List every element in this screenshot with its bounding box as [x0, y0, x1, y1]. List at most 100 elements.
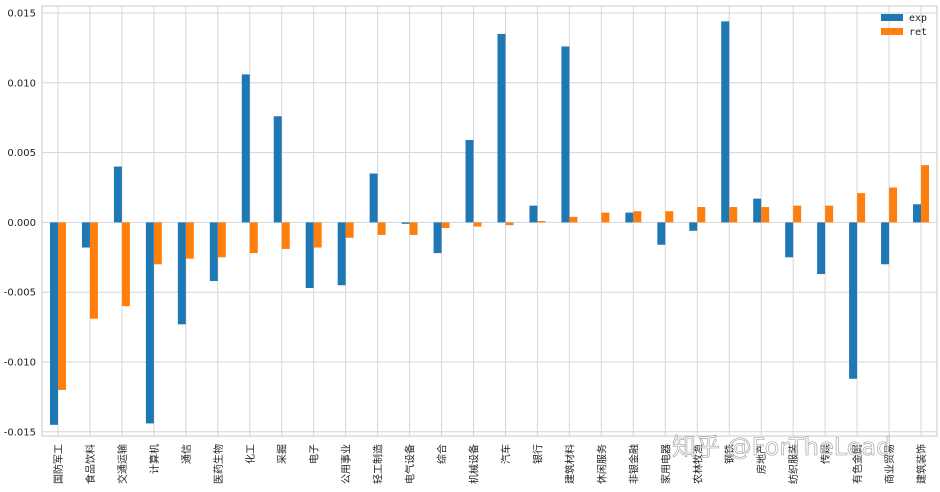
x-tick-label: 采掘 [276, 444, 289, 464]
bar-ret [825, 205, 834, 223]
bar-exp [753, 198, 762, 223]
y-tick-label: -0.010 [4, 358, 36, 369]
bar-exp [785, 222, 794, 258]
legend-swatch-exp [881, 14, 903, 21]
bar-ret [729, 207, 738, 223]
bar-ret [121, 222, 130, 307]
y-tick-label: 0.010 [7, 78, 36, 89]
bar-ret [313, 222, 322, 248]
y-tick-label: -0.015 [4, 427, 36, 438]
bar-ret [377, 222, 386, 235]
bar-ret [409, 222, 418, 235]
x-tick-label: 食品饮料 [84, 444, 97, 484]
x-tick-label: 轻工制造 [372, 444, 385, 484]
bar-ret [89, 222, 98, 319]
bar-ret [569, 216, 578, 223]
bar-exp [369, 173, 378, 223]
bar-exp [113, 166, 122, 223]
x-tick-label: 综合 [436, 444, 449, 464]
bar-ret [153, 222, 162, 265]
bar-exp [497, 33, 506, 223]
bar-ret [793, 205, 802, 223]
x-tick-label: 非银金融 [627, 444, 640, 484]
x-tick-label: 银行 [531, 444, 544, 464]
bar-exp [81, 222, 90, 248]
bar-exp [305, 222, 314, 289]
bar-exp [913, 204, 922, 223]
bar-exp [337, 222, 346, 286]
y-tick-label: 0.015 [7, 8, 36, 19]
x-axis: 国防军工 食品饮料 交通运输 计算机 通信 医药生物 化工 采掘 电子 公用事业 轻工制造 电气设备 综… [52, 444, 928, 484]
y-tick-label: -0.005 [4, 288, 36, 299]
x-tick-label: 家用电器 [659, 444, 672, 484]
x-tick-label: 电子 [308, 444, 321, 464]
x-tick-label: 纺织服装 [787, 444, 800, 484]
bar-ret [57, 222, 66, 390]
x-tick-label: 机械设备 [468, 444, 481, 484]
bar-exp [465, 140, 474, 223]
bar-ret [889, 187, 898, 223]
x-tick-label: 通信 [181, 444, 193, 464]
bars [49, 21, 930, 425]
legend-label-exp: exp [909, 13, 927, 24]
bar-ret [505, 222, 514, 226]
x-tick-label: 电气设备 [404, 444, 417, 484]
x-tick-label: 休闲服务 [595, 444, 608, 484]
bar-exp [529, 205, 538, 223]
bar-ret [249, 222, 258, 254]
bar-exp [49, 222, 58, 425]
bar-ret [537, 221, 546, 223]
legend-label-ret: ret [909, 27, 927, 38]
bar-exp [145, 222, 154, 424]
bar-exp [209, 222, 218, 282]
x-tick-label: 交通运输 [116, 444, 129, 484]
x-tick-label: 商业贸易 [883, 444, 896, 484]
x-tick-label: 房地产 [755, 444, 768, 474]
bar-exp [657, 222, 666, 245]
x-tick-label: 有色金属 [851, 444, 864, 484]
x-tick-label: 建筑装饰 [915, 444, 928, 484]
x-tick-label: 化工 [244, 444, 257, 464]
bar-ret [441, 222, 450, 228]
bar-exp [625, 212, 634, 223]
bar-ret [697, 207, 706, 223]
bar-exp [273, 116, 282, 223]
legend: exp ret [881, 13, 927, 38]
bar-exp [561, 46, 570, 223]
bar-exp [817, 222, 826, 275]
bar-exp [433, 222, 442, 254]
bar-ret [345, 222, 354, 238]
legend-swatch-ret [881, 28, 903, 35]
bar-exp [401, 222, 410, 224]
bar-ret [633, 211, 642, 223]
bar-exp [849, 222, 858, 379]
x-tick-label: 计算机 [148, 444, 161, 474]
bar-ret [761, 207, 770, 223]
bar-exp [721, 21, 730, 223]
bar-exp [881, 222, 890, 265]
bar-ret [857, 193, 866, 223]
bar-exp [177, 222, 186, 325]
y-tick-label: 0.005 [7, 148, 36, 159]
plot-area [41, 5, 938, 437]
x-tick-label: 建筑材料 [563, 444, 576, 484]
x-tick-label: 传媒 [820, 444, 832, 464]
x-tick-label: 国防军工 [52, 444, 65, 484]
bar-ret [217, 222, 226, 258]
watermark: 知乎 @ForTheLead [672, 433, 891, 461]
bar-exp [241, 74, 250, 223]
bar-ret [921, 165, 930, 223]
bar-ret [473, 222, 482, 227]
y-axis: 0.015 0.010 0.005 0.000 -0.005 -0.010 -0.015 [4, 8, 36, 438]
x-tick-label: 钢铁 [723, 444, 736, 464]
x-tick-label: 公用事业 [340, 444, 353, 484]
bar-ret [665, 211, 674, 223]
x-tick-label: 医药生物 [212, 444, 225, 484]
bar-ret [185, 222, 194, 259]
x-tick-label: 农林牧渔 [691, 444, 704, 484]
bar-ret [601, 212, 610, 223]
bar-ret [281, 222, 290, 249]
y-tick-label: 0.000 [7, 218, 36, 229]
bar-exp [689, 222, 698, 231]
